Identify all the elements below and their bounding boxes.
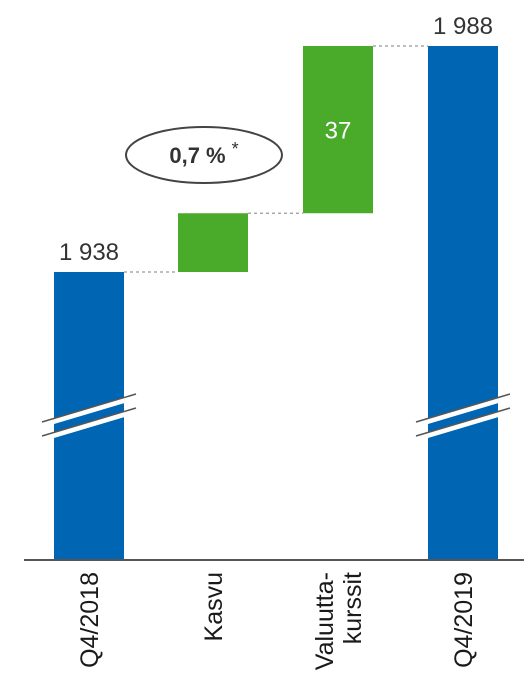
growth-callout: 0,7 % * xyxy=(125,126,283,184)
break-slash xyxy=(415,393,511,423)
connector-lines xyxy=(124,45,428,273)
break-slash xyxy=(41,393,137,423)
category-label: kurssit xyxy=(339,572,367,644)
break-gap xyxy=(415,394,511,428)
bar-valuutta-kurssit xyxy=(303,46,373,214)
break-gap xyxy=(415,408,511,442)
break-gap xyxy=(41,394,137,428)
value-label: 1 988 xyxy=(433,13,493,40)
category-label: Q4/2019 xyxy=(450,572,478,668)
callout-text: 0,7 % * xyxy=(169,139,238,168)
category-tick-labels: Q4/2018 Kasvu Valuutta-kurssit Q4/2019 xyxy=(76,572,478,670)
break-slash xyxy=(41,407,137,437)
bar-q4-2019 xyxy=(428,46,498,560)
axis-break-marks xyxy=(41,393,511,442)
category-label: Kasvu xyxy=(200,572,228,641)
category-label: Q4/2018 xyxy=(76,572,104,668)
category-label: Valuutta- xyxy=(311,572,339,670)
value-label: 37 xyxy=(325,118,352,145)
break-slash xyxy=(415,407,511,437)
bars-group xyxy=(54,46,498,560)
break-gap xyxy=(41,408,137,442)
callout-suffix: * xyxy=(232,139,239,159)
callout-value: 0,7 % xyxy=(169,143,225,168)
callout-ellipse xyxy=(125,126,283,184)
bar-kasvu xyxy=(178,213,248,272)
value-label: 1 938 xyxy=(59,239,119,266)
value-labels: 1 938 37 1 988 xyxy=(59,13,493,266)
